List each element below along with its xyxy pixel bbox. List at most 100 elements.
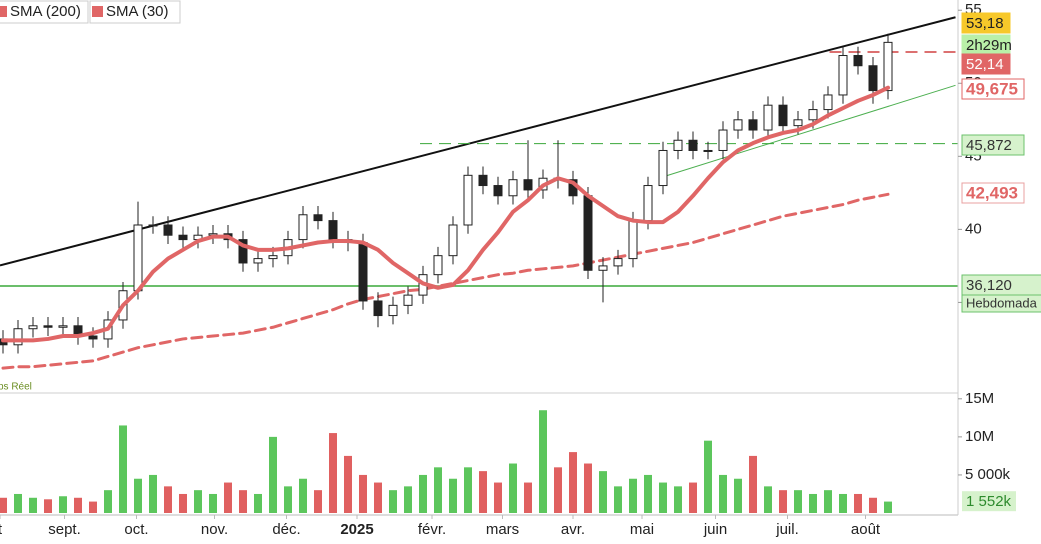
volume-bar <box>434 467 442 513</box>
volume-bar <box>479 471 487 513</box>
candle-body <box>763 104 773 131</box>
volume-bar <box>494 482 502 513</box>
price-tag <box>961 182 1025 204</box>
volume-bar <box>704 440 712 513</box>
volume-bar <box>599 471 607 513</box>
volume-bar <box>149 474 157 513</box>
candle-body <box>28 325 38 330</box>
x-tick-label: mars <box>486 521 519 538</box>
candle-body <box>313 214 323 222</box>
realtime-note: ps Réel <box>0 382 32 393</box>
x-tick-label: juil. <box>775 521 799 538</box>
volume-bar <box>374 482 382 513</box>
candle-body <box>598 265 608 271</box>
candle-body <box>583 195 593 271</box>
candle-body <box>823 94 833 111</box>
price-tag-label: 53,18 <box>966 15 1004 32</box>
volume-bar <box>44 499 52 513</box>
candle-body <box>703 149 713 152</box>
volume-bar <box>659 482 667 513</box>
volume-bar <box>344 455 352 513</box>
volume-bar <box>449 478 457 513</box>
volume-bar <box>764 486 772 513</box>
candle-body <box>733 119 743 131</box>
volume-bar <box>14 493 22 513</box>
volume-bar <box>689 482 697 513</box>
candle-body <box>808 109 818 121</box>
price-tag-label: 52,14 <box>966 56 1004 73</box>
x-tick-label: déc. <box>272 521 300 538</box>
legend-swatch <box>92 6 103 17</box>
candle-body <box>403 294 413 306</box>
x-tick-label: févr. <box>418 521 446 538</box>
x-tick-label: sept. <box>48 521 81 538</box>
volume-tick-label: 15M <box>965 390 994 407</box>
volume-bar <box>869 497 877 513</box>
candle-body <box>373 300 383 317</box>
volume-bar <box>554 467 562 513</box>
volume-bar <box>29 497 37 513</box>
candle-body <box>718 129 728 151</box>
volume-bar <box>299 478 307 513</box>
volume-bar <box>239 490 247 513</box>
volume-bar <box>584 463 592 513</box>
legend-label: SMA (30) <box>106 3 169 20</box>
volume-bar <box>74 497 82 513</box>
volume-bar <box>734 478 742 513</box>
legend-label: SMA (200) <box>10 3 81 20</box>
volume-bar <box>854 493 862 513</box>
volume-bar <box>884 501 892 513</box>
legend-box <box>0 0 89 24</box>
volume-bar <box>674 486 682 513</box>
candle-body <box>688 139 698 151</box>
candle-body <box>358 242 368 302</box>
volume-bar <box>0 497 7 513</box>
volume-bar <box>809 493 817 513</box>
volume-bar <box>89 501 97 513</box>
volume-bar <box>269 436 277 513</box>
volume-bar <box>329 433 337 513</box>
x-tick-label: juin <box>703 521 727 538</box>
volume-bar <box>569 452 577 513</box>
candle-body <box>778 104 788 127</box>
candle-body <box>253 258 263 264</box>
volume-tag-label: 1 552k <box>966 493 1012 510</box>
x-tick-label: août <box>851 521 881 538</box>
volume-bar <box>719 474 727 513</box>
volume-bar <box>134 478 142 513</box>
candle-body <box>493 185 503 197</box>
drawn-line <box>664 84 956 177</box>
volume-bar <box>794 490 802 513</box>
candle-body <box>793 119 803 127</box>
candle-body <box>298 214 308 241</box>
volume-tag <box>962 491 1016 512</box>
volume-bar <box>254 493 262 513</box>
volume-bar <box>464 467 472 513</box>
x-tick-label: mai <box>630 521 654 538</box>
volume-bar <box>119 425 127 513</box>
candle-body <box>88 335 98 340</box>
legend-box <box>89 0 181 24</box>
volume-bar <box>749 455 757 513</box>
candle-body <box>463 174 473 226</box>
candle-body <box>178 234 188 241</box>
candle-body <box>883 41 893 92</box>
volume-bar <box>284 486 292 513</box>
candle-body <box>448 224 458 257</box>
candle-body <box>523 179 533 191</box>
volume-bar <box>629 478 637 513</box>
candle-body <box>388 304 398 317</box>
volume-bar <box>104 490 112 513</box>
candle-body <box>133 224 143 292</box>
x-tick-label: avr. <box>561 521 585 538</box>
price-tag-label: 42,493 <box>966 183 1018 202</box>
volume-bar <box>644 474 652 513</box>
volume-bar <box>404 486 412 513</box>
volume-bar <box>419 474 427 513</box>
candle-body <box>268 255 278 260</box>
price-tag-label: 49,675 <box>966 79 1018 98</box>
y-tick-label: 40 <box>965 220 982 237</box>
price-tag <box>961 12 1011 34</box>
x-tick-label: oct. <box>124 521 148 538</box>
